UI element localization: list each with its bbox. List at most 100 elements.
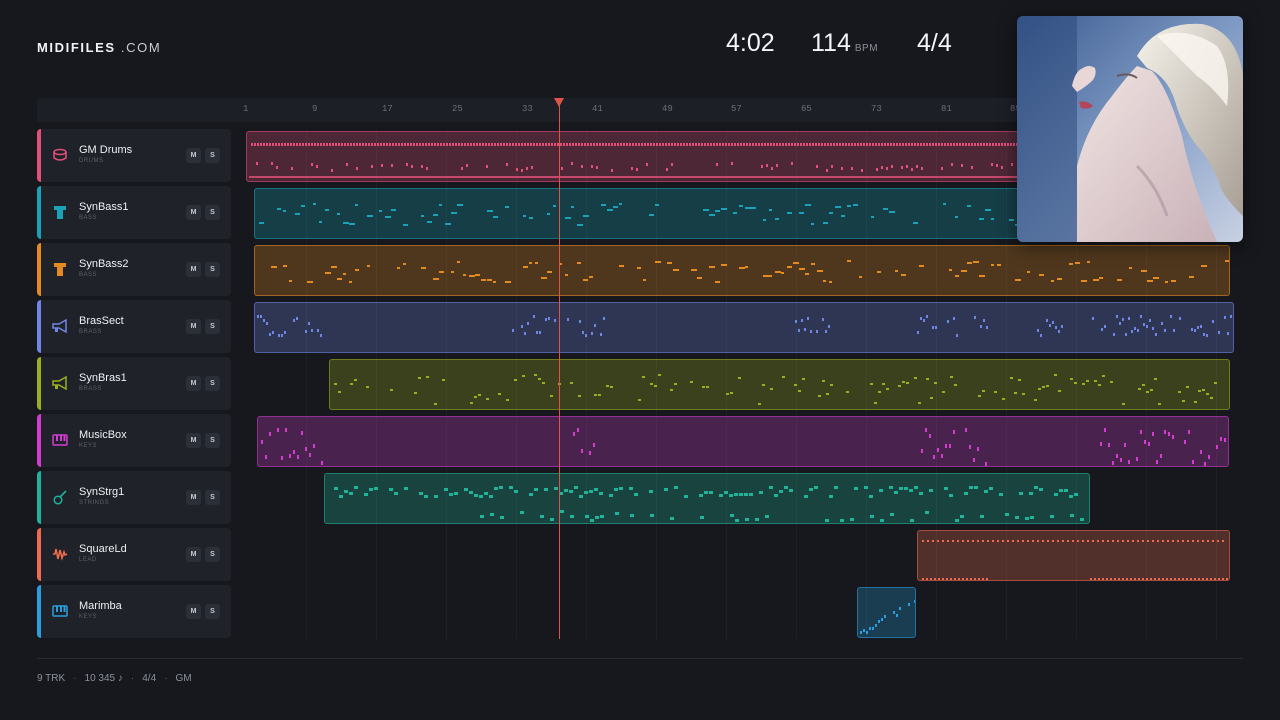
footer-summary: 9 TRK · 10 345 ♪ · 4/4 · GM [37,673,192,684]
solo-button[interactable]: S [205,547,220,562]
track-header[interactable]: BrasSect BRASS M S [37,300,231,353]
track-name: SynBras1 [79,372,127,384]
clip-notes [271,260,1229,283]
playhead[interactable] [559,98,560,639]
track-category: BASS [79,215,98,221]
trumpet-icon [52,375,68,391]
midi-clip[interactable] [917,530,1230,581]
mute-button[interactable]: M [186,319,201,334]
track-header[interactable]: SynBass1 BASS M S [37,186,231,239]
midi-clip[interactable] [254,188,1022,239]
ruler-tick: 49 [662,104,673,114]
arrangement-view[interactable] [240,129,1243,639]
mute-button[interactable]: M [186,433,201,448]
solo-button[interactable]: S [205,490,220,505]
track-name: SynBass2 [79,258,129,270]
solo-button[interactable]: S [205,319,220,334]
ruler-tick: 9 [312,104,318,114]
keyboard-icon [52,603,68,619]
clip-notes [922,540,1228,580]
ruler-tick: 1 [243,104,249,114]
logo-light-text: .COM [120,40,162,55]
midi-clip[interactable] [246,131,1022,182]
album-cover [1017,16,1243,242]
solo-button[interactable]: S [205,205,220,220]
mute-button[interactable]: M [186,604,201,619]
guitar-icon [52,489,68,505]
midi-clip[interactable] [254,245,1230,296]
track-header[interactable]: MusicBox KEYS M S [37,414,231,467]
clip-notes [259,203,1021,226]
mute-button[interactable]: M [186,148,201,163]
track-header[interactable]: SquareLd LEAD M S [37,528,231,581]
drum-icon [52,147,68,163]
midi-clip[interactable] [254,302,1234,353]
track-color-bar [37,129,41,182]
clip-notes [261,428,1226,466]
song-duration: 4:02 [726,29,775,57]
ruler-tick: 41 [592,104,603,114]
midi-standard: GM [175,673,192,684]
track-header[interactable]: SynStrg1 STRINGS M S [37,471,231,524]
track-name: GM Drums [79,144,133,156]
logo-bold-text: MIDIFILES [37,40,116,55]
mute-button[interactable]: M [186,376,201,391]
bass-icon [52,261,68,277]
ruler-tick: 17 [382,104,393,114]
album-cover-art [1017,16,1243,242]
mute-button[interactable]: M [186,262,201,277]
track-name: SynStrg1 [79,486,125,498]
track-name: MusicBox [79,429,127,441]
midi-clip[interactable] [324,473,1090,524]
track-count: 9 TRK [37,673,66,684]
track-category: BASS [79,272,98,278]
waveform-icon [52,546,68,562]
trumpet-icon [52,318,68,334]
ruler-tick: 65 [801,104,812,114]
track-name: Marimba [79,600,122,612]
clip-notes [249,143,1021,178]
midi-clip[interactable] [857,587,916,638]
time-signature: 4/4 [917,29,952,57]
midi-clip[interactable] [329,359,1230,410]
ruler-tick: 89 [1010,104,1021,114]
solo-button[interactable]: S [205,376,220,391]
keyboard-icon [52,432,68,448]
clip-notes [860,600,915,634]
track-category: BRASS [79,386,102,392]
ruler-tick: 57 [731,104,742,114]
playhead-handle[interactable] [554,98,564,107]
note-count: 10 345 ♪ [84,673,123,684]
tempo-value: 114 [811,29,851,57]
track-color-bar [37,186,41,239]
clip-notes [334,486,1084,522]
track-name: BrasSect [79,315,124,327]
mute-button[interactable]: M [186,205,201,220]
solo-button[interactable]: S [205,262,220,277]
track-category: DRUMS [79,158,104,164]
track-color-bar [37,471,41,524]
tempo-unit: BPM [854,43,879,54]
track-category: LEAD [79,557,97,563]
track-header[interactable]: GM Drums DRUMS M S [37,129,231,182]
ruler-tick: 33 [522,104,533,114]
site-logo: MIDIFILES .COM [37,40,161,55]
track-header[interactable]: SynBass2 BASS M S [37,243,231,296]
mute-button[interactable]: M [186,490,201,505]
track-color-bar [37,300,41,353]
track-category: KEYS [79,614,98,620]
solo-button[interactable]: S [205,433,220,448]
ruler-tick: 73 [871,104,882,114]
midi-clip[interactable] [257,416,1229,467]
track-header[interactable]: Marimba KEYS M S [37,585,231,638]
track-color-bar [37,528,41,581]
track-category: BRASS [79,329,102,335]
ruler-tick: 25 [452,104,463,114]
solo-button[interactable]: S [205,148,220,163]
track-name: SynBass1 [79,201,129,213]
solo-button[interactable]: S [205,604,220,619]
track-color-bar [37,243,41,296]
clip-notes [257,315,1232,337]
mute-button[interactable]: M [186,547,201,562]
track-header[interactable]: SynBras1 BRASS M S [37,357,231,410]
